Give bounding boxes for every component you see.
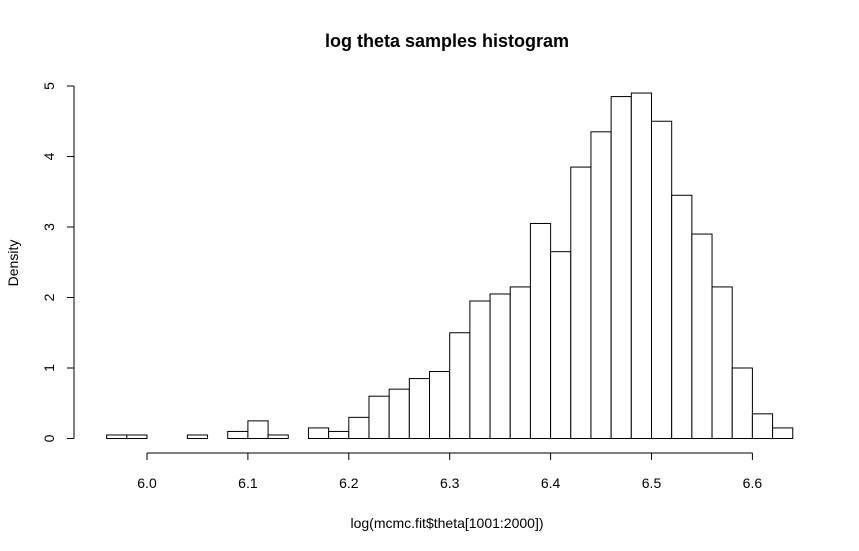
histogram-bar (106, 434, 128, 440)
histogram-bar (671, 194, 693, 439)
x-axis: 6.0 6.1 6.2 6.3 6.4 6.5 6.6 (137, 452, 763, 491)
histogram-bar (610, 96, 632, 439)
histogram-bar (307, 427, 330, 439)
histogram-bar (126, 434, 148, 440)
histogram-bar (570, 166, 592, 439)
x-tick-label: 6.3 (440, 475, 460, 491)
histogram-bar (388, 388, 410, 439)
histogram-bar (247, 420, 269, 439)
histogram-bar (630, 92, 653, 440)
y-tick-label: 4 (41, 152, 57, 160)
histogram-bar (691, 233, 713, 439)
histogram-bar (227, 430, 249, 440)
histogram-bar (267, 434, 289, 440)
x-tick-label: 6.6 (743, 475, 763, 491)
histogram-bar (186, 434, 209, 440)
y-tick-label: 5 (41, 82, 57, 90)
histogram-bar (711, 286, 733, 439)
histogram-bar (368, 395, 390, 440)
y-axis: 0 1 2 3 4 5 (41, 82, 75, 442)
y-tick-label: 3 (41, 223, 57, 231)
histogram-bar (731, 367, 753, 439)
histogram-bar (429, 371, 451, 439)
y-axis-title: Density (5, 240, 21, 287)
histogram-bar (328, 430, 350, 440)
y-tick-label: 0 (41, 434, 57, 442)
x-tick-label: 6.4 (541, 475, 561, 491)
histogram-bar (408, 378, 431, 440)
y-tick-label: 1 (41, 364, 57, 372)
y-tick-label: 2 (41, 293, 57, 301)
histogram-bar (751, 413, 774, 440)
histogram-bar (469, 300, 491, 439)
histogram-bar (489, 293, 511, 439)
histogram-bar (348, 416, 370, 440)
histogram-bar (509, 286, 531, 439)
x-tick-label: 6.5 (642, 475, 662, 491)
bars-group (106, 92, 794, 440)
histogram-bar (449, 332, 471, 439)
histogram-bar (651, 120, 673, 439)
x-axis-title: log(mcmc.fit$theta[1001:2000]) (351, 515, 544, 531)
x-tick-label: 6.2 (339, 475, 359, 491)
chart-title: log theta samples histogram (325, 31, 569, 51)
histogram-bar (550, 251, 572, 439)
histogram-bar (772, 427, 794, 439)
histogram-bar (529, 222, 552, 439)
x-tick-label: 6.1 (238, 475, 258, 491)
x-tick-label: 6.0 (137, 475, 157, 491)
histogram-bar (590, 131, 612, 439)
